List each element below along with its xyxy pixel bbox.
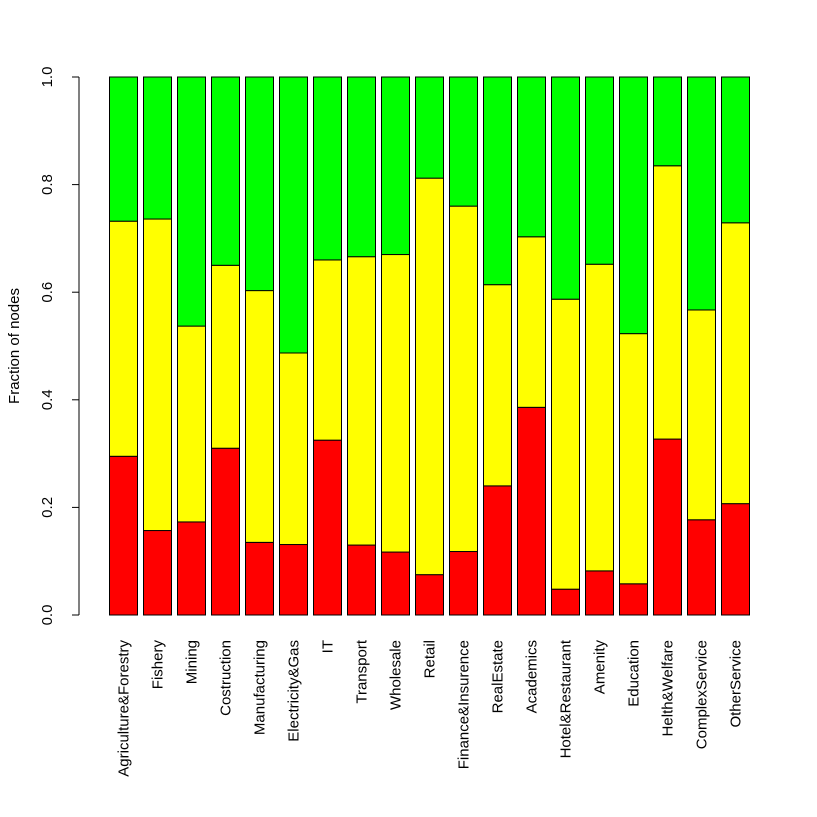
- bar-segment-yellow: [721, 222, 750, 505]
- bar-segment-red: [585, 570, 614, 616]
- bar-segment-yellow: [245, 290, 274, 543]
- bar-segment-yellow: [687, 309, 716, 521]
- bar-segment-red: [517, 406, 546, 616]
- bar-segment-green: [585, 76, 614, 265]
- y-tick-label: 0.4: [39, 389, 56, 410]
- y-tick-label: 0.0: [39, 605, 56, 626]
- bar-segment-yellow: [313, 259, 342, 441]
- bar-segment-green: [347, 76, 376, 258]
- bar-segment-red: [653, 438, 682, 616]
- bar-segment-yellow: [449, 205, 478, 553]
- bar-segment-green: [721, 76, 750, 224]
- x-tick-label: Amenity: [592, 640, 609, 695]
- bar-segment-yellow: [619, 333, 648, 585]
- x-tick-label: Transport: [354, 639, 371, 703]
- bar-segment-yellow: [347, 256, 376, 546]
- bars: [109, 76, 750, 616]
- y-tick-label: 0.8: [39, 174, 56, 195]
- bar-segment-green: [279, 76, 308, 354]
- bar-segment-red: [449, 551, 478, 616]
- bar-segment-red: [415, 574, 444, 616]
- bar-segment-green: [245, 76, 274, 292]
- bar-segment-yellow: [109, 220, 138, 457]
- bar-segment-yellow: [177, 325, 206, 523]
- bar-segment-red: [619, 583, 648, 616]
- bar-segment-red: [279, 544, 308, 616]
- bar-segment-yellow: [483, 284, 512, 487]
- x-tick-label: RealEstate: [490, 640, 507, 713]
- x-tick-label: Hotel&Restaurant: [558, 639, 575, 758]
- bar-segment-green: [449, 76, 478, 207]
- bar-segment-red: [551, 588, 580, 616]
- bar-segment-green: [483, 76, 512, 286]
- bar-segment-red: [143, 530, 172, 616]
- y-axis: 0.0 0.2 0.4 0.6 0.8 1.0: [39, 67, 80, 626]
- x-tick-label: ComplexService: [694, 640, 711, 749]
- bar-segment-green: [211, 76, 240, 266]
- bar-segment-red: [177, 521, 206, 616]
- y-tick-label: 0.2: [39, 497, 56, 518]
- y-axis-title: Fraction of nodes: [6, 288, 23, 404]
- bar-segment-green: [619, 76, 648, 335]
- y-tick-label: 1.0: [39, 67, 56, 88]
- bar-segment-yellow: [551, 298, 580, 590]
- x-tick-label: Electricity&Gas: [286, 640, 303, 742]
- bar-segment-yellow: [415, 177, 444, 576]
- x-tick-label: Manufacturing: [252, 640, 269, 735]
- bar-segment-red: [381, 551, 410, 616]
- x-tick-label: Fishery: [150, 640, 167, 690]
- bar-segment-green: [381, 76, 410, 256]
- y-tick-label: 0.6: [39, 282, 56, 303]
- bar-segment-red: [721, 503, 750, 616]
- x-tick-label: Helth&Welfare: [660, 640, 677, 736]
- bar-segment-yellow: [517, 236, 546, 408]
- bar-segment-yellow: [381, 254, 410, 553]
- bar-segment-red: [245, 541, 274, 616]
- bar-segment-yellow: [585, 263, 614, 572]
- x-axis-labels: Agriculture&Forestry Fishery Mining Costruc…: [116, 639, 745, 777]
- x-tick-label: Costruction: [218, 640, 235, 716]
- x-tick-label: Academics: [524, 640, 541, 713]
- bar-segment-yellow: [279, 352, 308, 546]
- bar-segment-green: [551, 76, 580, 300]
- bar-segment-red: [109, 455, 138, 616]
- x-tick-label: Retail: [422, 640, 439, 678]
- bar-segment-red: [211, 447, 240, 616]
- bar-segment-red: [483, 485, 512, 616]
- bar-segment-red: [313, 439, 342, 616]
- bar-segment-red: [687, 519, 716, 616]
- bar-segment-green: [653, 76, 682, 167]
- bar-segment-green: [687, 76, 716, 311]
- x-tick-label: Wholesale: [388, 640, 405, 710]
- x-tick-label: OtherService: [728, 640, 745, 728]
- x-tick-label: Agriculture&Forestry: [116, 640, 133, 777]
- x-tick-label: Finance&Insurence: [456, 640, 473, 769]
- bar-segment-green: [313, 76, 342, 261]
- bar-segment-green: [143, 76, 172, 220]
- bar-segment-green: [177, 76, 206, 327]
- bar-segment-green: [109, 76, 138, 222]
- x-tick-label: IT: [320, 640, 337, 653]
- bar-segment-green: [517, 76, 546, 238]
- x-tick-label: Mining: [184, 640, 201, 684]
- bar-segment-yellow: [211, 264, 240, 449]
- bar-segment-green: [415, 76, 444, 179]
- x-tick-label: Education: [626, 640, 643, 707]
- bar-segment-red: [347, 544, 376, 616]
- bar-segment-yellow: [653, 165, 682, 440]
- bar-segment-yellow: [143, 218, 172, 532]
